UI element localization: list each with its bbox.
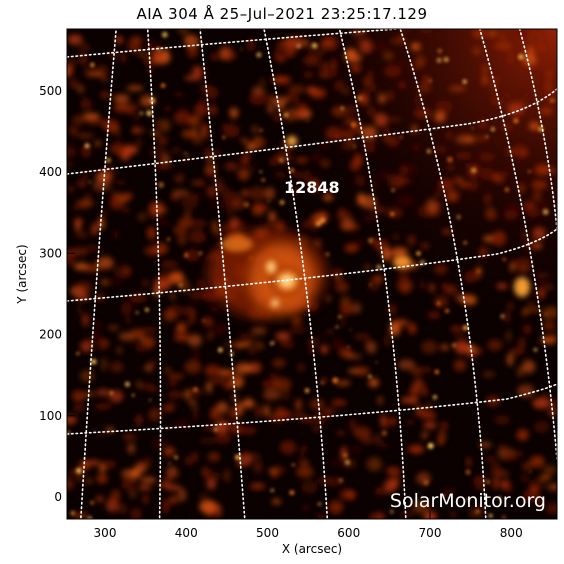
longitude-line bbox=[478, 29, 557, 460]
x-tick-label: 300 bbox=[94, 526, 117, 540]
y-tick-label: 100 bbox=[39, 409, 62, 423]
y-tick-label: 0 bbox=[54, 490, 62, 504]
x-tick-label: 700 bbox=[419, 526, 442, 540]
longitude-line bbox=[263, 29, 329, 519]
y-tick-label: 200 bbox=[39, 328, 62, 342]
longitude-line bbox=[146, 29, 162, 519]
x-tick-label: 500 bbox=[256, 526, 279, 540]
longitude-line bbox=[518, 29, 557, 230]
x-tick-label: 800 bbox=[500, 526, 523, 540]
y-axis-label: Y (arcsec) bbox=[15, 244, 29, 304]
latitude-line bbox=[67, 29, 408, 58]
x-tick-label: 600 bbox=[337, 526, 360, 540]
longitude-line bbox=[399, 29, 487, 519]
solar-image-panel bbox=[67, 29, 557, 519]
latitude-line bbox=[67, 228, 557, 302]
solar-image bbox=[67, 29, 557, 519]
watermark: SolarMonitor.org bbox=[389, 490, 546, 512]
x-tick-label: 400 bbox=[175, 526, 198, 540]
plot-border bbox=[66, 28, 558, 520]
y-tick-label: 300 bbox=[39, 246, 62, 260]
y-tick-label: 500 bbox=[39, 84, 62, 98]
longitude-line bbox=[199, 29, 246, 519]
latitude-line bbox=[67, 88, 557, 175]
image-title: AIA 304 Å 25–Jul–2021 23:25:17.129 bbox=[136, 5, 428, 23]
x-axis-label: X (arcsec) bbox=[282, 542, 342, 556]
latitude-line bbox=[67, 383, 557, 435]
active-region-number: 12848 bbox=[284, 178, 340, 197]
y-tick-label: 400 bbox=[39, 165, 62, 179]
heliographic-grid bbox=[67, 29, 557, 519]
active-region-core bbox=[221, 136, 530, 310]
longitude-line bbox=[338, 29, 407, 519]
longitude-line bbox=[79, 29, 117, 519]
